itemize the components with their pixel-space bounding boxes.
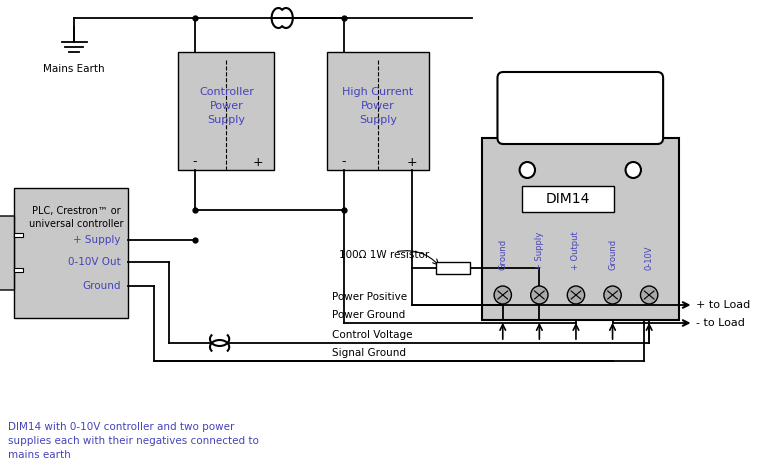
Polygon shape bbox=[14, 268, 23, 272]
Text: Ground: Ground bbox=[82, 281, 120, 291]
Text: 0-10V: 0-10V bbox=[645, 245, 653, 270]
Circle shape bbox=[625, 162, 641, 178]
Text: + Output: + Output bbox=[572, 231, 581, 270]
Polygon shape bbox=[14, 233, 23, 237]
Text: 100Ω 1W resistor: 100Ω 1W resistor bbox=[339, 250, 429, 260]
Polygon shape bbox=[0, 216, 14, 290]
Text: +: + bbox=[253, 156, 263, 169]
Circle shape bbox=[567, 286, 584, 304]
Text: 0-10V Out: 0-10V Out bbox=[67, 257, 120, 267]
Text: DIM14 with 0-10V controller and two power
supplies each with their negatives con: DIM14 with 0-10V controller and two powe… bbox=[8, 422, 259, 460]
Bar bbox=[436, 262, 470, 274]
Bar bbox=[14, 188, 128, 318]
Text: Signal Ground: Signal Ground bbox=[332, 348, 407, 358]
Circle shape bbox=[531, 286, 548, 304]
Text: PLC, Crestron™ or
universal controller: PLC, Crestron™ or universal controller bbox=[29, 206, 123, 229]
Bar bbox=[522, 186, 613, 212]
Bar bbox=[481, 138, 679, 320]
Text: Power Ground: Power Ground bbox=[332, 310, 406, 320]
Text: + Supply: + Supply bbox=[73, 235, 120, 245]
FancyBboxPatch shape bbox=[497, 72, 663, 144]
Text: -: - bbox=[192, 156, 197, 169]
Text: Control Voltage: Control Voltage bbox=[332, 330, 413, 340]
Bar bbox=[328, 52, 428, 170]
Text: Mains Earth: Mains Earth bbox=[43, 64, 105, 74]
Text: - to Load: - to Load bbox=[696, 318, 745, 328]
Text: Ground: Ground bbox=[608, 239, 617, 270]
Text: Power Positive: Power Positive bbox=[332, 292, 407, 302]
Text: -: - bbox=[341, 156, 346, 169]
Text: Ground: Ground bbox=[498, 239, 507, 270]
Circle shape bbox=[519, 162, 535, 178]
Circle shape bbox=[604, 286, 621, 304]
Text: + Supply: + Supply bbox=[535, 232, 544, 270]
Text: +: + bbox=[407, 156, 418, 169]
Text: DIM14: DIM14 bbox=[546, 192, 590, 206]
Text: + to Load: + to Load bbox=[696, 300, 751, 310]
Bar bbox=[178, 52, 275, 170]
Text: Controller
Power
Supply: Controller Power Supply bbox=[199, 87, 254, 125]
Circle shape bbox=[494, 286, 512, 304]
Circle shape bbox=[640, 286, 658, 304]
Text: High Current
Power
Supply: High Current Power Supply bbox=[342, 87, 413, 125]
